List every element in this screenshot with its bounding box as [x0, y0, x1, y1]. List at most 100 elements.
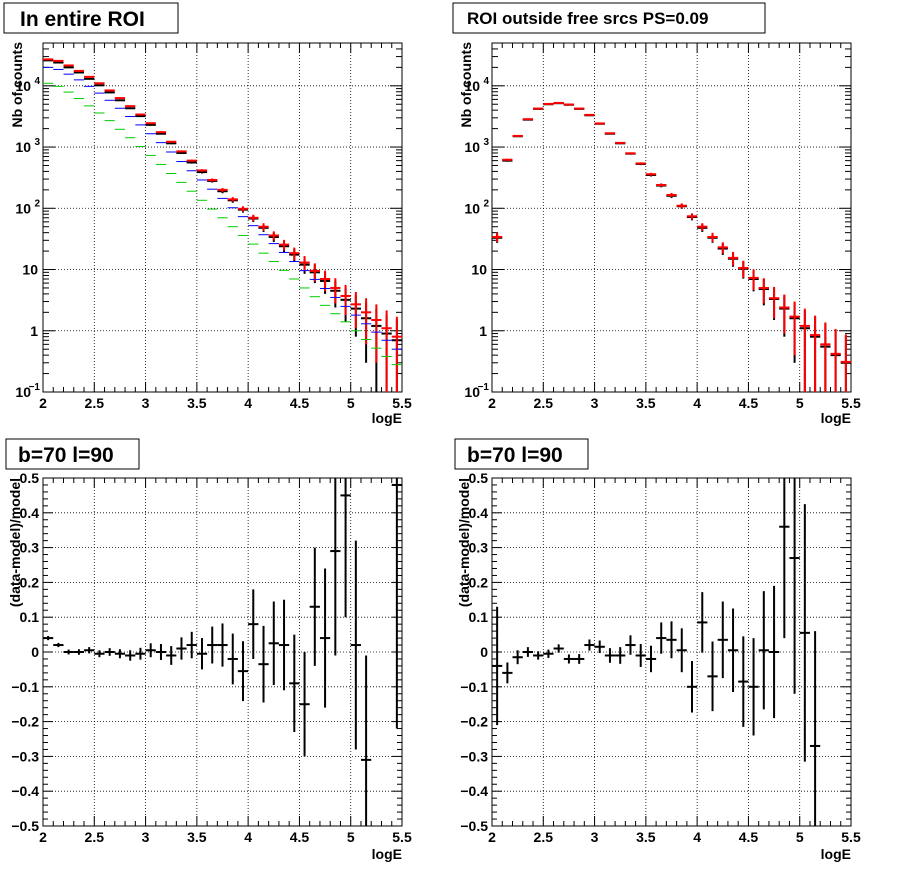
y-tick-label: 10 — [15, 78, 31, 94]
y-tick-label-exponent: −1 — [478, 382, 490, 393]
data-marks — [43, 58, 402, 392]
x-axis-label: logE — [372, 846, 402, 862]
x-tick-label: 3 — [142, 829, 150, 845]
y-tick-label: 0.4 — [20, 505, 40, 521]
y-tick-label: −0.4 — [11, 783, 39, 799]
y-tick-label: −0.2 — [460, 714, 488, 730]
y-tick-label-exponent: 4 — [483, 76, 489, 87]
data-marks — [492, 478, 821, 826]
x-tick-label: 3.5 — [636, 395, 656, 411]
y-tick-label: −0.1 — [460, 679, 488, 695]
panel-bottom-right: 2 2.5 3 3.5 4 4.5 5 5.5 −0.5 −0.4 −0.3 −0.2 −0.1 0 0.1… — [454, 438, 861, 862]
y-axis-label: Nb of counts — [458, 42, 474, 128]
data-marks — [43, 478, 402, 826]
x-tick-label: 2.5 — [85, 395, 105, 411]
x-tick-label: 4 — [244, 829, 252, 845]
title-box — [454, 438, 589, 470]
y-tick-label: 10 — [15, 139, 31, 155]
y-tick-label: 10 — [15, 384, 31, 400]
y-tick-label: 10 — [464, 200, 480, 216]
x-tick-label: 5.5 — [392, 829, 412, 845]
series-0 — [43, 478, 402, 826]
y-tick-label: 0.3 — [20, 540, 40, 556]
x-tick-label: 3 — [591, 829, 599, 845]
x-tick-label: 5.5 — [841, 829, 861, 845]
y-tick-label: −0.3 — [460, 748, 488, 764]
x-axis-label: logE — [821, 846, 851, 862]
x-tick-label: 4.5 — [739, 395, 759, 411]
panel-title: b=70 l=90 — [18, 444, 114, 467]
series-3 — [43, 82, 402, 366]
y-tick-label: −0.5 — [11, 818, 39, 834]
y-tick-label: 0 — [31, 644, 39, 660]
y-tick-label: 10 — [15, 200, 31, 216]
x-tick-label: 3 — [591, 395, 599, 411]
title-box — [5, 438, 140, 470]
x-tick-label: 3 — [142, 395, 150, 411]
x-tick-label: 5 — [347, 829, 355, 845]
y-tick-label-exponent: −1 — [29, 382, 41, 393]
x-tick-label: 4.5 — [290, 395, 310, 411]
x-tick-label: 5.5 — [392, 395, 412, 411]
y-tick-label: 10 — [471, 262, 487, 278]
series-2 — [43, 66, 402, 350]
y-tick-label: −0.1 — [11, 679, 39, 695]
panel-title: In entire ROI — [20, 8, 145, 31]
y-tick-label: −0.3 — [11, 748, 39, 764]
y-tick-label: −0.5 — [460, 818, 488, 834]
y-tick-label: 0.2 — [469, 574, 489, 590]
x-tick-label: 2.5 — [534, 395, 554, 411]
x-tick-label: 4.5 — [290, 829, 310, 845]
y-tick-label: 0.4 — [469, 505, 489, 521]
y-axis-label: (data-model)/model — [7, 478, 23, 607]
x-axis-label: logE — [372, 410, 402, 426]
x-tick-label: 3.5 — [636, 829, 656, 845]
data-marks — [492, 101, 851, 392]
y-tick-label: 0.1 — [469, 609, 489, 625]
x-tick-label: 5 — [796, 829, 804, 845]
series-1 — [492, 101, 851, 392]
y-tick-label-exponent: 3 — [483, 137, 489, 148]
y-tick-label-exponent: 2 — [34, 198, 40, 209]
x-tick-label: 2.5 — [534, 829, 554, 845]
x-tick-label: 4 — [693, 829, 701, 845]
x-tick-label: 3.5 — [187, 829, 207, 845]
y-tick-label: −0.2 — [11, 714, 39, 730]
y-tick-label: −0.4 — [460, 783, 488, 799]
y-tick-label-exponent: 2 — [483, 198, 489, 209]
y-tick-label: 10 — [464, 139, 480, 155]
plot-area: 2 2.5 3 3.5 4 4.5 5 5.5 −0.5 −0.4 −0.3 −0.2 −0.1 0 0.1… — [11, 470, 412, 845]
panel-title: b=70 l=90 — [467, 444, 563, 467]
title-box — [3, 2, 179, 34]
title-box — [452, 2, 766, 34]
y-tick-label-exponent: 3 — [34, 137, 40, 148]
plot-area: 2 2.5 3 3.5 4 4.5 5 5.5 −0.5 −0.4 −0.3 −0.2 −0.1 0 0.1… — [460, 470, 861, 845]
panel-title: ROI outside free srcs PS=0.09 — [467, 9, 708, 28]
y-tick-label: 0.5 — [469, 470, 489, 486]
y-tick-label: 10 — [464, 384, 480, 400]
y-tick-label: 0 — [480, 644, 488, 660]
y-tick-label: 1 — [479, 323, 487, 339]
panel-bottom-left: 2 2.5 3 3.5 4 4.5 5 5.5 −0.5 −0.4 −0.3 −0.2 −0.1 0 0.1… — [5, 438, 412, 862]
x-tick-label: 4.5 — [739, 829, 759, 845]
series-1 — [43, 58, 402, 392]
x-tick-label: 2.5 — [85, 829, 105, 845]
x-axis-label: logE — [821, 410, 851, 426]
x-tick-label: 3.5 — [187, 395, 207, 411]
y-tick-label: 10 — [22, 262, 38, 278]
y-tick-label: 0.1 — [20, 609, 40, 625]
x-tick-label: 5 — [796, 395, 804, 411]
series-0 — [492, 478, 821, 826]
y-tick-label: 0.3 — [469, 540, 489, 556]
x-tick-label: 2 — [488, 829, 496, 845]
x-tick-label: 2 — [39, 829, 47, 845]
y-tick-label: 0.5 — [20, 470, 40, 486]
x-tick-label: 5 — [347, 395, 355, 411]
y-tick-label: 0.2 — [20, 574, 40, 590]
y-tick-label-exponent: 4 — [34, 76, 40, 87]
